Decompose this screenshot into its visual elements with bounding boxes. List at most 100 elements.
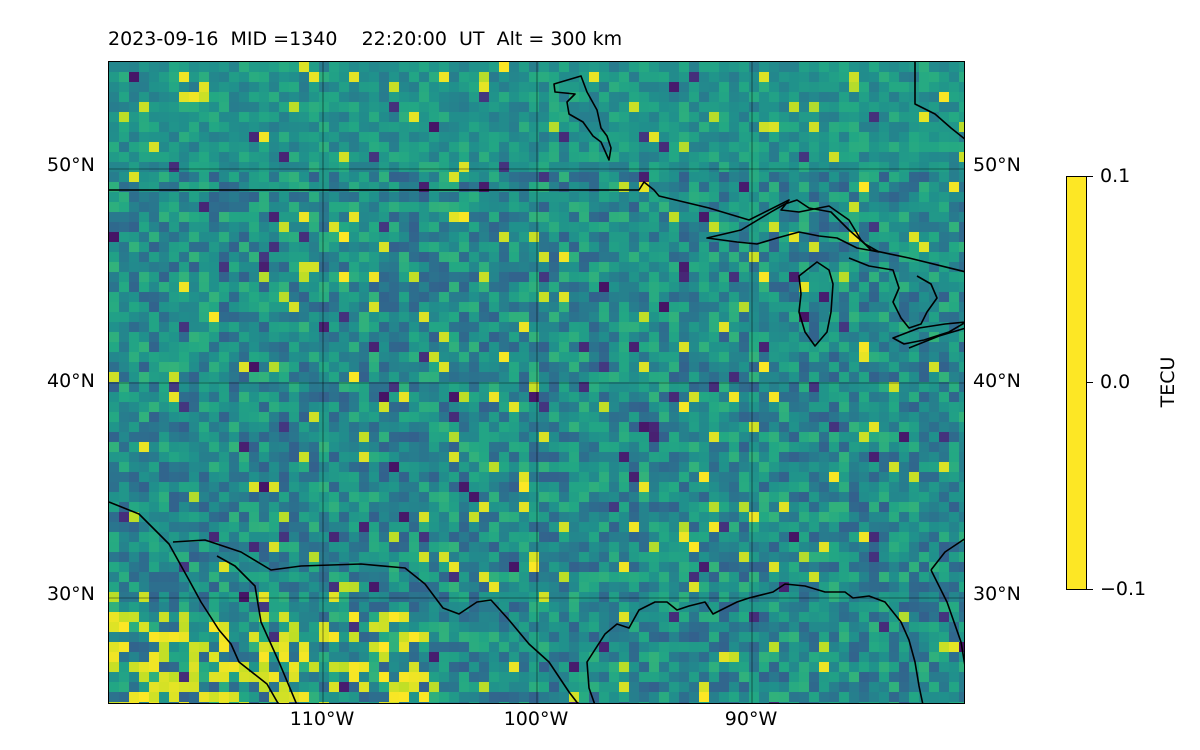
tec-cell	[199, 382, 209, 392]
tec-cell	[379, 212, 389, 222]
tec-cell	[669, 82, 679, 92]
tec-cell	[789, 162, 799, 172]
tec-cell	[849, 412, 859, 422]
tec-cell	[419, 382, 429, 392]
tec-cell	[359, 122, 369, 132]
tec-cell	[689, 582, 699, 592]
tec-cell	[739, 562, 749, 572]
tec-cell	[139, 592, 149, 602]
tec-cell	[869, 282, 879, 292]
tec-cell	[389, 592, 399, 602]
tec-cell	[789, 302, 799, 312]
tec-cell	[779, 382, 789, 392]
tec-cell	[499, 242, 509, 252]
tec-cell	[449, 132, 459, 142]
tec-cell	[759, 112, 769, 122]
tec-cell	[429, 532, 439, 542]
tec-cell	[609, 342, 619, 352]
tec-cell	[649, 102, 659, 112]
tec-cell	[809, 332, 819, 342]
tec-cell	[439, 162, 449, 172]
tec-cell	[289, 412, 299, 422]
tec-cell	[839, 132, 849, 142]
tec-cell	[469, 242, 479, 252]
tec-cell	[329, 402, 339, 412]
tec-cell	[959, 582, 964, 592]
tec-cell	[689, 202, 699, 212]
tec-cell	[109, 152, 119, 162]
tec-cell	[799, 302, 809, 312]
tec-cell	[259, 472, 269, 482]
tec-cell	[359, 542, 369, 552]
tec-cell	[179, 522, 189, 532]
tec-cell	[449, 182, 459, 192]
tec-cell	[259, 222, 269, 232]
tec-cell	[239, 632, 249, 642]
tec-cell	[679, 322, 689, 332]
tec-cell	[529, 522, 539, 532]
tec-cell	[839, 372, 849, 382]
tec-cell	[879, 72, 889, 82]
tec-cell	[409, 452, 419, 462]
tec-cell	[389, 232, 399, 242]
tec-cell	[479, 582, 489, 592]
tec-cell	[649, 152, 659, 162]
tec-cell	[299, 152, 309, 162]
tec-cell	[869, 192, 879, 202]
tec-cell	[539, 542, 549, 552]
tec-cell	[749, 442, 759, 452]
tec-cell	[229, 102, 239, 112]
tec-cell	[669, 162, 679, 172]
tec-cell	[239, 512, 249, 522]
tec-cell	[889, 242, 899, 252]
tec-cell	[869, 122, 879, 132]
tec-cell	[569, 102, 579, 112]
tec-cell	[279, 372, 289, 382]
tec-cell	[509, 102, 519, 112]
tec-cell	[879, 292, 889, 302]
tec-cell	[389, 402, 399, 412]
tec-cell	[809, 612, 819, 622]
tec-cell	[209, 252, 219, 262]
tec-cell	[559, 162, 569, 172]
tec-cell	[629, 552, 639, 562]
tec-cell	[799, 172, 809, 182]
tec-cell	[939, 332, 949, 342]
tec-cell	[269, 312, 279, 322]
tec-cell	[389, 472, 399, 482]
tec-cell	[559, 302, 569, 312]
tec-cell	[809, 592, 819, 602]
tec-cell	[299, 532, 309, 542]
tec-cell	[249, 522, 259, 532]
tec-cell	[429, 212, 439, 222]
tec-cell	[699, 152, 709, 162]
tec-cell	[789, 462, 799, 472]
tec-cell	[879, 492, 889, 502]
tec-cell	[169, 452, 179, 462]
tec-cell	[859, 62, 869, 72]
tec-cell	[389, 122, 399, 132]
tec-cell	[569, 612, 579, 622]
tec-cell	[459, 62, 469, 72]
tec-cell	[379, 562, 389, 572]
tec-cell	[359, 632, 369, 642]
tec-cell	[809, 92, 819, 102]
tec-cell	[929, 272, 939, 282]
tec-cell	[939, 162, 949, 172]
tec-cell	[219, 442, 229, 452]
tec-cell	[909, 582, 919, 592]
tec-cell	[609, 172, 619, 182]
tec-cell	[669, 242, 679, 252]
tec-cell	[459, 162, 469, 172]
tec-cell	[439, 522, 449, 532]
tec-cell	[919, 402, 929, 412]
tec-cell	[879, 502, 889, 512]
tec-cell	[639, 532, 649, 542]
tec-cell	[589, 402, 599, 412]
tec-cell	[609, 192, 619, 202]
tec-cell	[829, 392, 839, 402]
tec-cell	[919, 332, 929, 342]
tec-cell	[399, 172, 409, 182]
tec-cell	[389, 602, 399, 612]
tec-cell	[589, 262, 599, 272]
